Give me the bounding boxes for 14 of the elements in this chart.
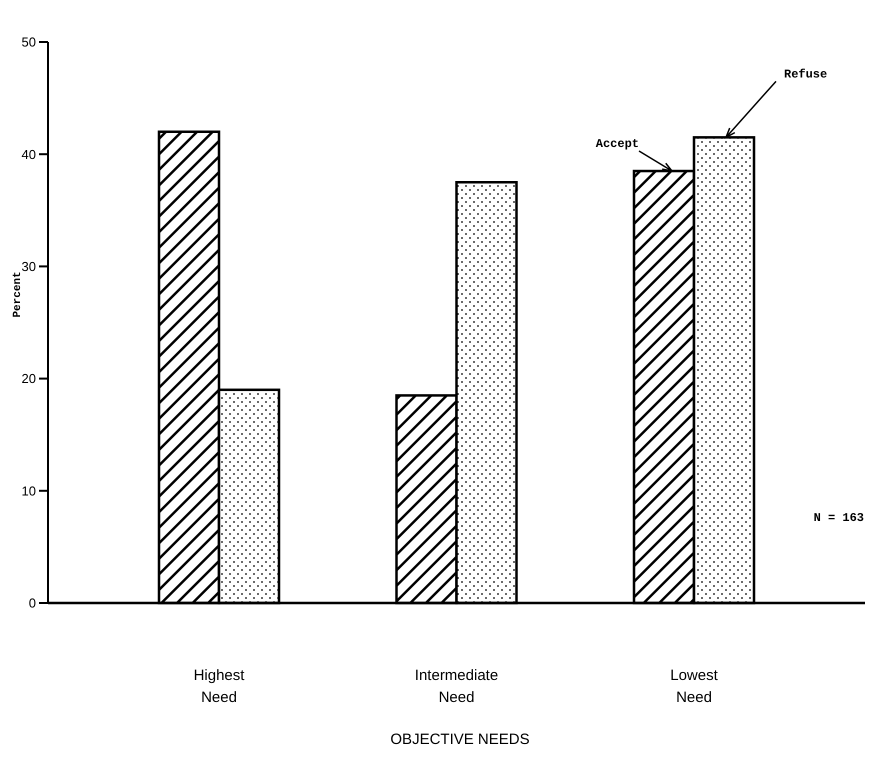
y-tick-label: 10 [22, 483, 36, 498]
y-tick-label: 0 [28, 596, 36, 611]
y-tick-label: 50 [22, 34, 36, 50]
y-axis-title: Percent [12, 271, 24, 318]
annotation: N = 163 [814, 510, 864, 525]
x-tick-label: Intermediate Need [414, 667, 498, 706]
text: Refuse [784, 67, 828, 82]
y-tick-label: 30 [22, 258, 36, 274]
x-tick-label: Lowest Need [670, 667, 719, 706]
x-axis-title: OBJECTIVE NEEDS [390, 731, 530, 748]
x-tick-label: Highest Need [194, 667, 246, 706]
series-label: Accept [596, 137, 639, 152]
y-tick-label: 40 [22, 146, 36, 162]
y-tick-label: 20 [22, 371, 36, 386]
